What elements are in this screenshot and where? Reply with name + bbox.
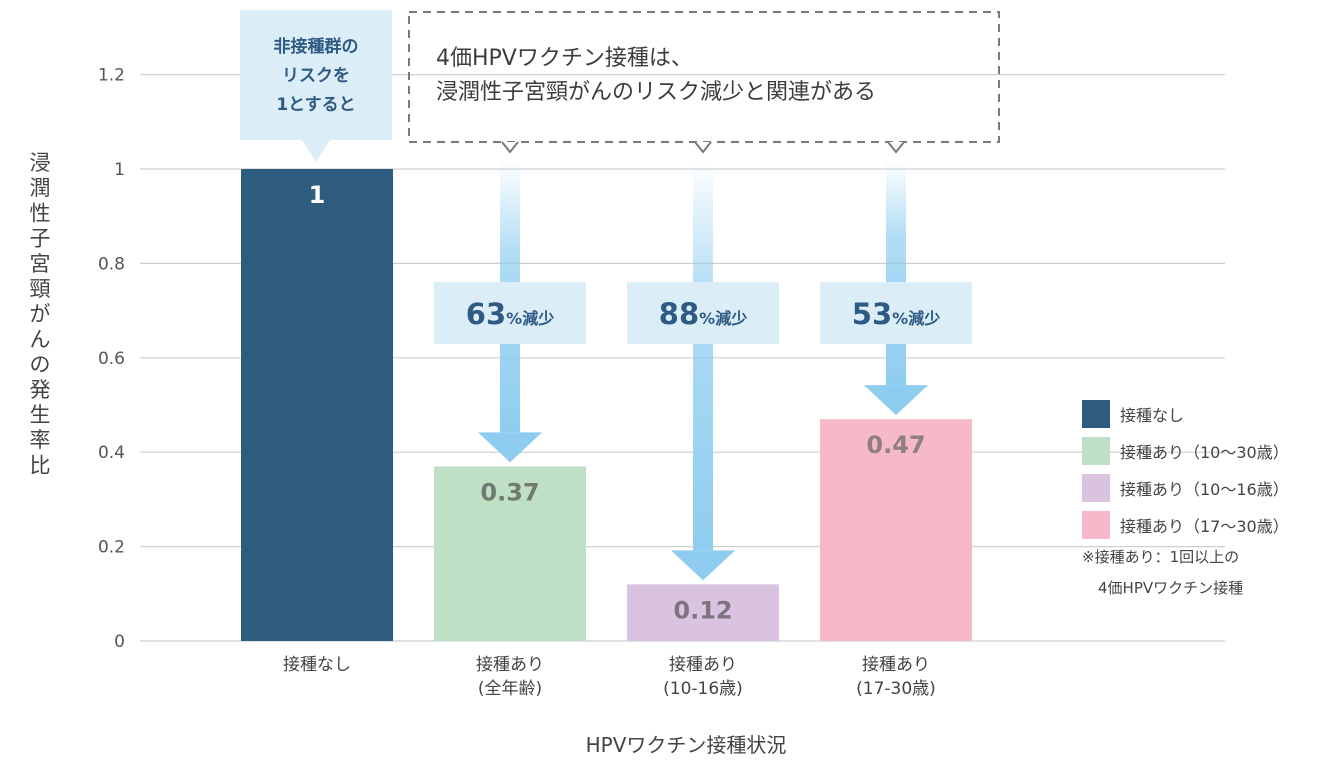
- bar: [434, 466, 586, 641]
- data-labels: 1 0.37 0.12 0.47: [309, 181, 926, 624]
- callout-text: 1とすると: [276, 95, 355, 115]
- x-tick-label: 接種あり: [669, 655, 737, 675]
- arrow-head: [671, 550, 735, 581]
- legend-label: 接種あり（17〜30歳）: [1120, 517, 1289, 536]
- arrow-head: [864, 385, 928, 416]
- callout-text: 非接種群の: [274, 36, 359, 57]
- reduction-label: 53%減少: [852, 297, 940, 331]
- y-tick-label: 1.2: [98, 66, 125, 86]
- banner-border: [408, 11, 1000, 143]
- legend-swatch: [1082, 437, 1110, 465]
- reduction-number: 53: [852, 297, 892, 331]
- x-tick-label: 接種あり: [862, 655, 930, 675]
- legend-label: 接種あり（10〜30歳）: [1120, 443, 1289, 462]
- arrow-head: [478, 432, 542, 463]
- legend-label: 接種あり（10〜16歳）: [1120, 480, 1289, 499]
- banner-text: 浸潤性子宮頸がんのリスク減少と関連がある: [436, 80, 876, 105]
- callout-box: [240, 10, 392, 140]
- reduction-unit: %減少: [699, 309, 747, 328]
- legend-swatch: [1082, 400, 1110, 428]
- reduction-label: 63%減少: [466, 297, 554, 331]
- callout-pointer: [302, 140, 330, 162]
- banner-pointer: [501, 141, 519, 154]
- reduction-arrows: 63%減少 88%減少 53%減少: [434, 160, 972, 581]
- x-tick-label: (10-16歳): [663, 679, 743, 699]
- x-tick-label: (17-30歳): [856, 679, 936, 699]
- y-tick-label: 0.8: [98, 254, 125, 274]
- y-tick-label: 0: [114, 632, 125, 652]
- banner-pointer: [694, 141, 712, 154]
- reduction-box: [627, 282, 779, 344]
- data-label: 1: [309, 181, 326, 209]
- reduction-number: 88: [659, 297, 699, 331]
- reduction-box: [820, 282, 972, 344]
- y-tick-label: 0.6: [98, 349, 125, 369]
- x-tick-label: 接種なし: [283, 655, 351, 675]
- bars: [241, 169, 972, 641]
- reduction-number: 63: [466, 297, 506, 331]
- y-tick-label: 0.2: [98, 538, 125, 558]
- arrow-shaft: [886, 160, 906, 386]
- banner-text: 4価HPVワクチン接種は、: [436, 46, 693, 71]
- legend-note: ※接種あり：1回以上の: [1082, 548, 1239, 566]
- banner-pointer: [887, 141, 905, 154]
- bar: [820, 419, 972, 641]
- legend-note: 4価HPVワクチン接種: [1098, 579, 1243, 597]
- y-tick-labels: 0 0.2 0.4 0.6 0.8 1 1.2 浸潤性子宮頸がんの発生率比: [30, 66, 126, 652]
- data-label: 0.37: [480, 478, 539, 506]
- bar: [627, 584, 779, 641]
- category-labels: 接種なし 接種あり (全年齢) 接種あり (10-16歳) 接種あり (17-30歳): [283, 655, 936, 699]
- reduction-unit: %減少: [892, 309, 940, 328]
- legend-swatch: [1082, 511, 1110, 539]
- y-tick-label: 0.4: [98, 443, 125, 463]
- y-axis-label: 浸潤性子宮頸がんの発生率比: [30, 151, 51, 477]
- x-tick-label: (全年齢): [478, 679, 542, 699]
- x-tick-label: 接種あり: [476, 655, 544, 675]
- arrow-shaft: [693, 160, 713, 551]
- data-label: 0.12: [673, 596, 732, 624]
- legend-label: 接種なし: [1120, 406, 1184, 425]
- reduction-unit: %減少: [506, 309, 554, 328]
- reduction-label: 88%減少: [659, 297, 747, 331]
- x-axis-label: HPVワクチン接種状況: [586, 733, 787, 757]
- legend-swatch: [1082, 474, 1110, 502]
- callout-text: リスクを: [282, 66, 350, 86]
- y-tick-label: 1: [114, 160, 125, 180]
- bar: [241, 169, 393, 641]
- reduction-box: [434, 282, 586, 344]
- finding-banner: 4価HPVワクチン接種は、浸潤性子宮頸がんのリスク減少と関連がある: [408, 11, 1000, 154]
- data-label: 0.47: [866, 431, 925, 459]
